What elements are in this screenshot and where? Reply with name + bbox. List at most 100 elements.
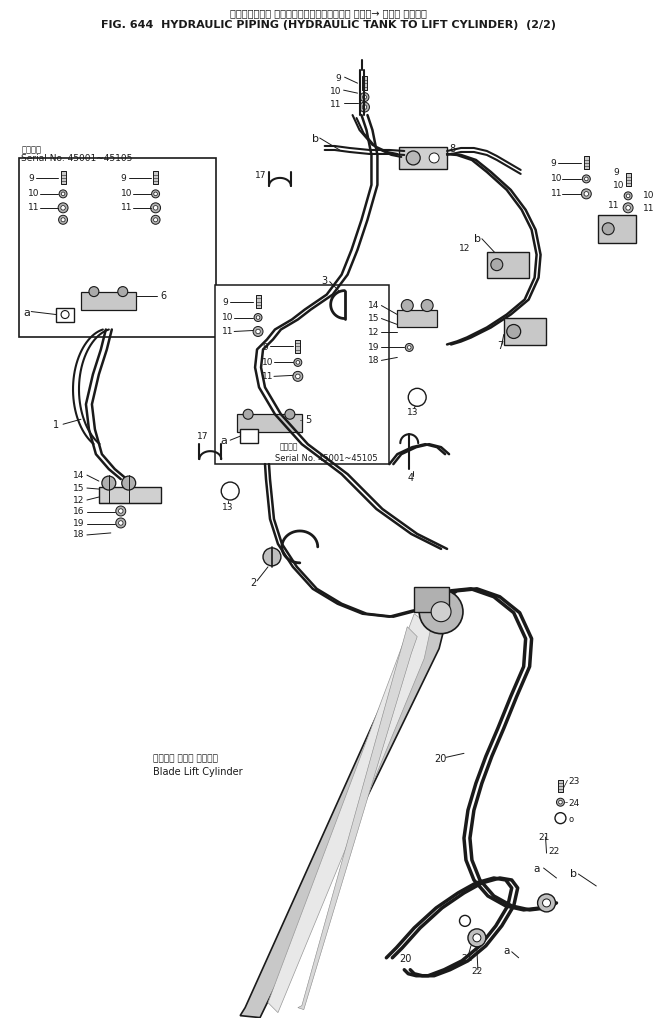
Text: 9: 9	[262, 342, 268, 352]
Text: 9: 9	[222, 298, 228, 307]
Circle shape	[253, 327, 263, 337]
Text: 18: 18	[73, 530, 84, 539]
Bar	[19, 159, 216, 338]
Circle shape	[626, 207, 631, 211]
Circle shape	[119, 521, 123, 526]
Circle shape	[152, 191, 159, 199]
Text: 11: 11	[643, 204, 654, 213]
Circle shape	[61, 311, 69, 319]
Text: 10: 10	[262, 358, 273, 367]
Text: a: a	[534, 863, 540, 873]
Bar	[503, 318, 546, 346]
Text: 10: 10	[330, 87, 341, 96]
Text: 7: 7	[497, 341, 503, 352]
Bar	[295, 340, 301, 354]
Circle shape	[583, 175, 590, 183]
Circle shape	[116, 506, 126, 517]
Text: 20: 20	[399, 953, 412, 963]
Text: 21: 21	[538, 832, 550, 841]
Circle shape	[154, 207, 158, 211]
Text: 11: 11	[550, 190, 562, 198]
Circle shape	[626, 195, 630, 199]
Circle shape	[468, 929, 486, 947]
Circle shape	[585, 178, 588, 181]
Bar	[237, 415, 302, 433]
Circle shape	[154, 218, 158, 222]
Text: 11: 11	[330, 100, 341, 108]
Circle shape	[556, 799, 565, 806]
Circle shape	[602, 223, 614, 235]
Circle shape	[293, 372, 303, 382]
Bar	[487, 253, 529, 278]
Circle shape	[491, 260, 503, 271]
Circle shape	[294, 359, 302, 367]
Polygon shape	[298, 627, 417, 1010]
Circle shape	[285, 410, 295, 420]
Circle shape	[421, 301, 433, 312]
Circle shape	[419, 590, 463, 634]
Circle shape	[507, 325, 521, 339]
Circle shape	[296, 375, 300, 379]
Bar	[584, 157, 589, 170]
Text: FIG. 644  HYDRAULIC PIPING (HYDRAULIC TANK TO LIFT CYLINDER)  (2/2): FIG. 644 HYDRAULIC PIPING (HYDRAULIC TAN…	[101, 20, 556, 31]
Text: 21: 21	[461, 954, 473, 962]
Circle shape	[581, 190, 591, 200]
Text: 12: 12	[459, 244, 471, 253]
Circle shape	[584, 193, 588, 197]
Bar	[399, 148, 447, 170]
Circle shape	[58, 204, 68, 214]
Text: 13: 13	[407, 408, 418, 417]
Text: b: b	[571, 868, 577, 878]
Text: a: a	[503, 945, 510, 955]
Text: 11: 11	[262, 372, 273, 380]
Circle shape	[61, 207, 65, 211]
Text: o: o	[569, 814, 573, 823]
Text: Serial No. 45001~45105: Serial No. 45001~45105	[21, 154, 132, 163]
Circle shape	[61, 218, 65, 222]
Bar	[153, 172, 158, 185]
Text: 10: 10	[613, 181, 625, 191]
Text: 19: 19	[73, 519, 84, 528]
Circle shape	[429, 154, 439, 164]
Bar	[397, 310, 437, 328]
Text: 22: 22	[548, 846, 559, 855]
Text: 19: 19	[368, 342, 379, 352]
Circle shape	[116, 519, 126, 529]
Circle shape	[256, 317, 260, 320]
Text: 10: 10	[28, 190, 40, 198]
Circle shape	[406, 152, 420, 166]
Circle shape	[559, 801, 562, 804]
Circle shape	[431, 602, 451, 622]
Text: b: b	[312, 133, 319, 144]
Bar	[215, 285, 389, 465]
Text: 2: 2	[250, 577, 256, 587]
Circle shape	[362, 106, 366, 110]
Text: 23: 23	[569, 776, 580, 785]
Circle shape	[360, 103, 370, 113]
Circle shape	[61, 193, 65, 197]
Text: 9: 9	[335, 73, 341, 83]
Circle shape	[59, 216, 67, 225]
Text: 11: 11	[28, 203, 40, 212]
Text: 24: 24	[569, 798, 580, 807]
Circle shape	[263, 548, 281, 567]
Bar	[598, 216, 636, 244]
Text: ブレート リフト シリンダ: ブレート リフト シリンダ	[153, 754, 217, 763]
Text: 15: 15	[368, 314, 379, 323]
Bar	[362, 77, 368, 91]
Text: ハイドロリック パイピング　ハイドロリック タンク→ リフト シリンダ: ハイドロリック パイピング ハイドロリック タンク→ リフト シリンダ	[230, 8, 427, 18]
Text: 17: 17	[255, 171, 266, 180]
Text: Serial No. 45001~45105: Serial No. 45001~45105	[275, 453, 378, 463]
Circle shape	[405, 344, 413, 353]
Bar	[625, 174, 631, 187]
Bar	[558, 781, 563, 793]
Circle shape	[118, 287, 128, 298]
Text: 4: 4	[407, 473, 413, 483]
Text: 10: 10	[643, 192, 654, 200]
Text: 8: 8	[449, 144, 455, 154]
Text: 12: 12	[73, 495, 84, 504]
Text: 12: 12	[368, 328, 379, 336]
Text: 6: 6	[161, 290, 167, 301]
Circle shape	[473, 934, 481, 942]
Circle shape	[102, 477, 116, 490]
